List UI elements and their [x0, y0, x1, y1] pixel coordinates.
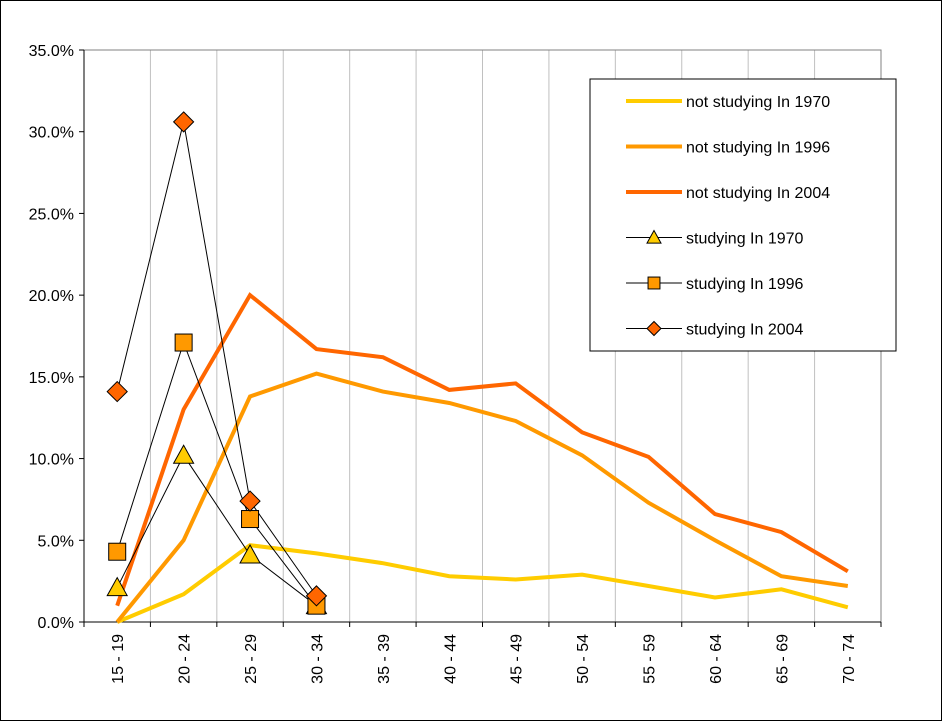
- data-point-triangle: [106, 576, 129, 597]
- x-tick-label: 35 - 39: [376, 634, 393, 684]
- legend-label: studying In 1970: [686, 231, 804, 248]
- y-tick-label: 10.0%: [29, 452, 74, 469]
- x-tick-label: 40 - 44: [442, 634, 459, 684]
- y-tick-label: 0.0%: [38, 615, 74, 632]
- legend-marker-triangle: [646, 229, 662, 244]
- series-line-1: [116, 543, 849, 624]
- legend-label: not studying In 2004: [686, 185, 830, 202]
- series-line-5: [116, 340, 317, 607]
- x-tick-label: 25 - 29: [243, 634, 260, 684]
- y-tick-label: 35.0%: [29, 43, 74, 60]
- legend-label: not studying In 1970: [686, 94, 830, 111]
- data-point-diamond: [305, 585, 328, 607]
- axes: 0.0% 5.0% 10.0% 15.0% 20.0% 25.0% 30.0% 35.0% 15…: [29, 43, 882, 684]
- y-tick-label: 20.0%: [29, 288, 74, 305]
- data-point-triangle: [172, 444, 195, 464]
- data-point-square: [241, 510, 260, 529]
- legend-marker-square: [647, 276, 661, 290]
- data-point-square: [108, 542, 127, 561]
- x-tick-label: 65 - 69: [774, 634, 791, 684]
- series-line-3: [115, 292, 849, 607]
- x-tick-label: 60 - 64: [708, 634, 725, 684]
- data-point-triangle: [239, 543, 261, 564]
- x-tick-label: 30 - 34: [309, 634, 326, 684]
- series-line-2: [115, 371, 849, 624]
- legend-label: studying In 2004: [686, 322, 804, 339]
- legend-marker-diamond: [646, 320, 662, 337]
- y-tick-label: 5.0%: [38, 533, 74, 550]
- data-point-square: [174, 333, 193, 352]
- y-tick-label: 30.0%: [29, 125, 74, 142]
- data-point-diamond: [239, 490, 261, 512]
- legend-box: [589, 78, 897, 352]
- series-line-4: [116, 454, 317, 607]
- legend: not studying In 1970 not studying In 1996…: [589, 78, 897, 352]
- x-tick-label: 70 - 74: [841, 634, 858, 684]
- x-tick-label: 55 - 59: [642, 634, 659, 684]
- y-tick-label: 15.0%: [29, 370, 74, 387]
- legend-label: studying In 1996: [686, 276, 804, 293]
- series-line-6: [116, 121, 317, 597]
- x-tick-label: 15 - 19: [110, 634, 127, 684]
- series-markers: [106, 111, 328, 615]
- y-tick-label: 25.0%: [29, 206, 74, 223]
- legend-label: not studying In 1996: [686, 140, 830, 157]
- data-point-diamond: [172, 111, 195, 133]
- data-point-diamond: [106, 380, 128, 403]
- series-lines: [115, 121, 849, 624]
- x-tick-label: 45 - 49: [509, 634, 526, 684]
- x-tick-label: 50 - 54: [575, 634, 592, 684]
- x-tick-label: 20 - 24: [177, 634, 194, 684]
